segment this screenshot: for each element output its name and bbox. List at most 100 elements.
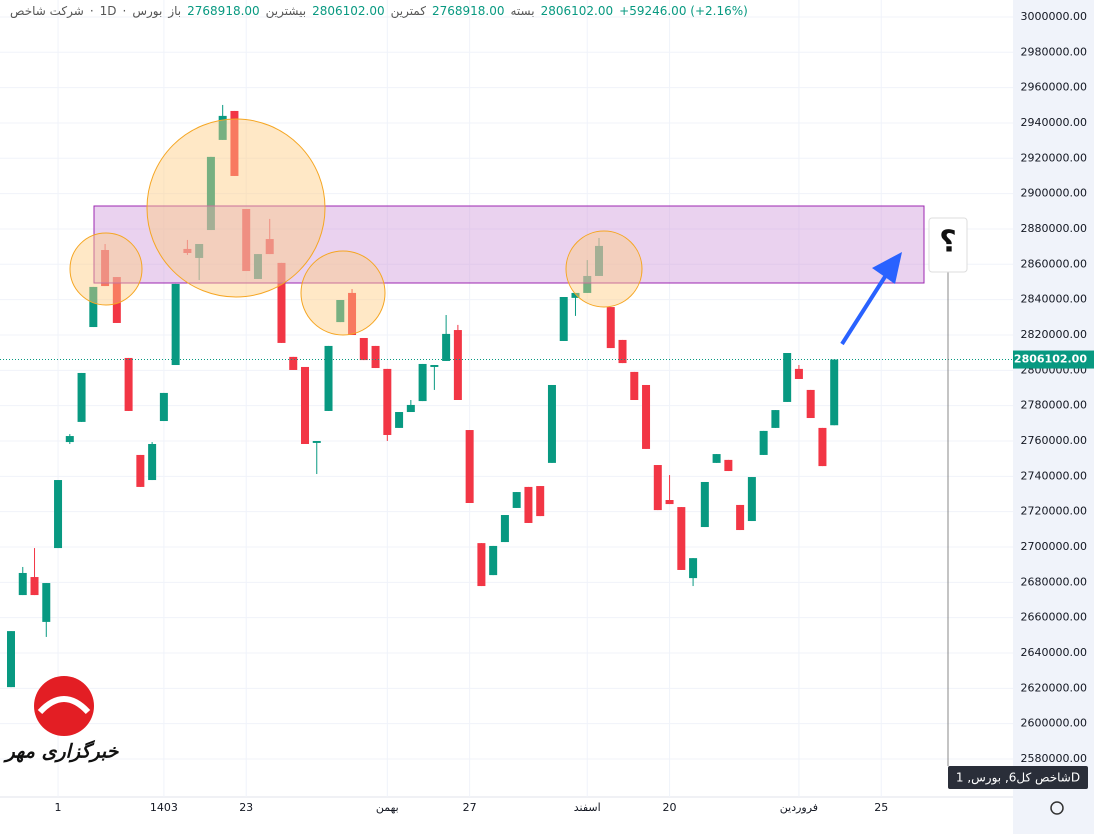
candle-body	[65, 436, 74, 443]
y-tick-label: 2640000.00	[1021, 646, 1087, 659]
candle-body	[406, 404, 415, 413]
candle-body	[277, 262, 286, 343]
symbol: شرکت شاخص	[10, 4, 84, 18]
field-value: 2768918.00	[187, 4, 260, 18]
candle-body	[289, 356, 298, 370]
candle-body	[512, 492, 521, 508]
candle-body	[206, 156, 215, 231]
y-tick-label: 2580000.00	[1021, 752, 1087, 765]
y-tick-label: 3000000.00	[1021, 10, 1087, 23]
circle	[69, 232, 143, 306]
circle	[300, 250, 386, 336]
candle-body	[159, 392, 168, 422]
candle-body	[794, 368, 803, 379]
candle-body	[230, 110, 239, 176]
tooltip-text: شاخص کل6, بورس, 1D	[956, 771, 1080, 786]
candle-body	[559, 296, 568, 341]
y-tick-label: 2740000.00	[1021, 469, 1087, 482]
candle-body	[312, 440, 321, 443]
interval: 1D	[99, 4, 117, 18]
y-tick-label: 2940000.00	[1021, 116, 1087, 129]
candle-body	[489, 545, 498, 576]
watermark-text: خبرگزاری مهر	[3, 740, 120, 763]
candle-body	[606, 307, 615, 349]
candle-body	[89, 286, 98, 328]
y-tick-label: 2960000.00	[1021, 81, 1087, 94]
sep: ·	[122, 4, 127, 18]
y-tick-label: 2600000.00	[1021, 717, 1087, 730]
candle-body	[477, 543, 486, 587]
candle-body	[806, 389, 815, 419]
candle-body	[301, 366, 309, 444]
candle-body	[771, 410, 780, 428]
candle-body	[571, 292, 580, 298]
y-tick-label: 2980000.00	[1021, 45, 1087, 58]
logo-stroke	[37, 696, 91, 715]
candle-body	[395, 412, 404, 428]
candle-body	[689, 558, 698, 579]
annotation-box	[928, 217, 968, 273]
annotations: ؟ شاخص کل6, بورس, 1D خبرگزاری مهر	[3, 118, 1088, 815]
candle-body	[418, 363, 427, 402]
field-value: 2768918.00	[431, 4, 505, 18]
candle-body	[583, 275, 592, 293]
sep: ·	[89, 4, 94, 18]
candle-body	[442, 333, 451, 361]
circle	[146, 118, 326, 298]
candle-body	[430, 365, 439, 367]
candle-body	[783, 353, 792, 402]
candle-body	[547, 384, 556, 463]
y-tick-label: 2860000.00	[1021, 257, 1087, 270]
exchange: بورس	[132, 4, 163, 18]
candle-body	[383, 368, 392, 435]
candle-body	[500, 515, 509, 543]
watermark: خبرگزاری مهر	[3, 676, 120, 763]
candle-body	[653, 465, 662, 511]
last-price-box	[1013, 350, 1094, 369]
candle-body	[242, 209, 251, 272]
x-tick-label: 1403	[150, 801, 178, 814]
field-label: باز	[168, 4, 182, 18]
candle-body	[595, 245, 603, 276]
candle-body	[630, 371, 639, 401]
candle-body	[677, 507, 686, 570]
candle-body	[359, 337, 368, 361]
candle-body	[42, 583, 51, 622]
candle-body	[453, 330, 462, 401]
candle-body	[830, 359, 839, 426]
candle-body	[336, 300, 345, 323]
candle-body	[665, 500, 674, 505]
y-tick-label: 2880000.00	[1021, 222, 1087, 235]
x-tick-label: 20	[663, 801, 677, 814]
candle-body	[759, 430, 768, 455]
candle-body	[536, 486, 545, 517]
candle-body	[618, 339, 627, 364]
settings-icon[interactable]	[1050, 801, 1064, 815]
arrow-head	[872, 252, 902, 284]
candle-body	[183, 248, 192, 254]
candle-body	[136, 454, 145, 487]
candle-body	[700, 481, 709, 528]
zone-rect	[93, 205, 925, 284]
field-label: بیشترین	[265, 4, 307, 18]
candle-body	[371, 345, 380, 369]
y-tick-label: 2760000.00	[1021, 434, 1087, 447]
last-price-label: 2806102.00	[1014, 353, 1087, 366]
candle-body	[54, 480, 63, 549]
y-tick-label: 2660000.00	[1021, 611, 1087, 624]
change: +59246.00 (+2.16%)	[619, 4, 748, 18]
field-label: کمترین	[390, 4, 426, 18]
y-tick-label: 2820000.00	[1021, 328, 1087, 341]
x-tick-label: 25	[874, 801, 888, 814]
logo-mark	[34, 676, 94, 736]
y-tick-label: 2720000.00	[1021, 505, 1087, 518]
candle-body	[77, 372, 86, 422]
candle-body	[642, 384, 651, 449]
annotation-text: ؟	[939, 225, 956, 260]
tooltip-box	[948, 766, 1088, 789]
circle	[565, 230, 643, 308]
field-value: 2806102.00	[312, 4, 385, 18]
candle-body	[171, 283, 180, 366]
candle-body	[736, 504, 745, 531]
